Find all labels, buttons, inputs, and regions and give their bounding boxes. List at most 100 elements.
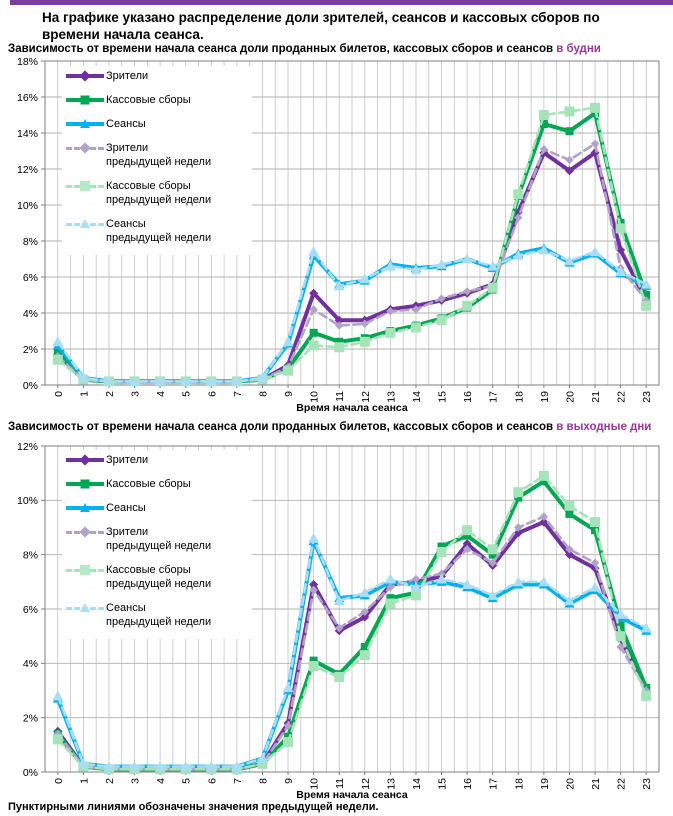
legend-item-boxoffice: Кассовые сборы bbox=[66, 477, 248, 491]
svg-text:21: 21 bbox=[590, 778, 602, 790]
svg-text:14: 14 bbox=[411, 778, 423, 790]
series-Сеансы предыдущей недели bbox=[52, 244, 652, 386]
weekday-chart-legend: Зрители Кассовые сборы Сеансы Зрители пре… bbox=[62, 66, 252, 255]
svg-text:1: 1 bbox=[78, 391, 90, 397]
svg-text:1: 1 bbox=[78, 778, 90, 784]
svg-text:13: 13 bbox=[385, 391, 397, 403]
weekend-chart-legend: Зрители Кассовые сборы Сеансы Зрители пре… bbox=[62, 450, 252, 639]
legend-label: Кассовые сборы предыдущей недели bbox=[106, 180, 212, 206]
svg-text:15: 15 bbox=[437, 778, 449, 790]
viewers-prev-line-icon bbox=[66, 525, 104, 538]
svg-text:8: 8 bbox=[257, 391, 269, 397]
weekend-chart: 0%2%4%6%8%10%12%0 1 2 3 4 5 6 7 8 9 10 11 12 13 14 15 16… bbox=[17, 441, 660, 801]
sessions-line-icon bbox=[66, 501, 104, 514]
svg-text:13: 13 bbox=[385, 778, 397, 790]
legend-label: Зрители предыдущей недели bbox=[106, 526, 212, 552]
svg-text:0: 0 bbox=[53, 391, 65, 397]
svg-text:12: 12 bbox=[360, 778, 372, 790]
svg-text:6%: 6% bbox=[23, 272, 38, 284]
svg-text:0%: 0% bbox=[23, 380, 38, 392]
svg-text:23: 23 bbox=[641, 391, 653, 403]
svg-text:21: 21 bbox=[590, 391, 602, 403]
svg-text:0%: 0% bbox=[23, 767, 38, 779]
legend-label: Кассовые сборы bbox=[106, 478, 191, 490]
legend-item-sessions: Сеансы bbox=[66, 501, 248, 515]
accent-top-bar bbox=[10, 0, 673, 5]
svg-text:11: 11 bbox=[334, 778, 346, 789]
svg-text:17: 17 bbox=[488, 778, 500, 790]
svg-text:8: 8 bbox=[257, 778, 269, 784]
svg-text:19: 19 bbox=[539, 778, 551, 790]
svg-text:Время начала сеанса: Время начала сеанса bbox=[296, 402, 408, 414]
boxoffice-line-icon bbox=[66, 477, 104, 490]
sessions-prev-line-icon bbox=[66, 217, 104, 230]
weekday-chart-title-accent: в будни bbox=[556, 43, 601, 55]
svg-text:18: 18 bbox=[513, 778, 525, 790]
svg-text:3: 3 bbox=[130, 391, 142, 397]
svg-text:6: 6 bbox=[206, 391, 218, 397]
svg-text:20: 20 bbox=[564, 391, 576, 403]
viewers-line-icon bbox=[66, 69, 104, 82]
svg-text:0: 0 bbox=[53, 778, 65, 784]
series-Сеансы предыдущей недели bbox=[52, 532, 652, 771]
legend-label: Сеансы предыдущей недели bbox=[106, 602, 212, 628]
svg-text:8%: 8% bbox=[23, 236, 38, 248]
svg-text:12: 12 bbox=[360, 391, 372, 403]
sessions-prev-line-icon bbox=[66, 601, 104, 614]
svg-text:22: 22 bbox=[616, 778, 628, 790]
weekend-chart-title-text: Зависимость от времени начала сеанса дол… bbox=[8, 421, 557, 433]
svg-text:18: 18 bbox=[513, 391, 525, 403]
svg-text:10%: 10% bbox=[17, 200, 38, 212]
svg-text:9: 9 bbox=[283, 391, 295, 397]
weekend-chart-title: Зависимость от времени начала сеанса дол… bbox=[8, 421, 651, 434]
svg-text:17: 17 bbox=[488, 391, 500, 403]
svg-text:14: 14 bbox=[411, 391, 423, 403]
svg-text:7: 7 bbox=[232, 778, 244, 784]
svg-text:20: 20 bbox=[564, 778, 576, 790]
weekday-chart-title: Зависимость от времени начала сеанса дол… bbox=[8, 43, 601, 56]
svg-text:12%: 12% bbox=[17, 164, 38, 176]
svg-text:2: 2 bbox=[104, 391, 116, 397]
viewers-line-icon bbox=[66, 453, 104, 466]
svg-text:7: 7 bbox=[232, 391, 244, 397]
boxoffice-line-icon bbox=[66, 93, 104, 106]
svg-text:Время начала сеанса: Время начала сеанса bbox=[296, 789, 408, 801]
legend-label: Кассовые сборы предыдущей недели bbox=[106, 564, 212, 590]
weekend-chart-title-accent: в выходные дни bbox=[556, 421, 652, 433]
svg-text:15: 15 bbox=[437, 391, 449, 403]
legend-label: Сеансы предыдущей недели bbox=[106, 218, 212, 244]
legend-label: Сеансы bbox=[106, 502, 146, 514]
svg-text:23: 23 bbox=[641, 778, 653, 790]
legend-item-boxoffice-prev: Кассовые сборы предыдущей недели bbox=[66, 563, 248, 591]
legend-item-viewers-prev: Зрители предыдущей недели bbox=[66, 525, 248, 553]
svg-text:2: 2 bbox=[104, 778, 116, 784]
boxoffice-prev-line-icon bbox=[66, 563, 104, 576]
legend-item-viewers: Зрители bbox=[66, 69, 248, 83]
legend-item-sessions-prev: Сеансы предыдущей недели bbox=[66, 601, 248, 629]
svg-text:14%: 14% bbox=[17, 128, 38, 140]
weekday-chart-title-text: Зависимость от времени начала сеанса дол… bbox=[8, 43, 557, 55]
footnote: Пунктирными линиями обозначены значения … bbox=[8, 801, 379, 813]
svg-text:10: 10 bbox=[309, 778, 321, 790]
svg-text:10: 10 bbox=[309, 391, 321, 403]
svg-text:19: 19 bbox=[539, 391, 551, 403]
boxoffice-prev-line-icon bbox=[66, 179, 104, 192]
legend-label: Зрители предыдущей недели bbox=[106, 142, 212, 168]
svg-text:18%: 18% bbox=[17, 56, 38, 68]
legend-item-viewers-prev: Зрители предыдущей недели bbox=[66, 141, 248, 169]
svg-text:8%: 8% bbox=[23, 549, 38, 561]
svg-text:2%: 2% bbox=[23, 344, 38, 356]
sessions-line-icon bbox=[66, 117, 104, 130]
svg-text:12%: 12% bbox=[17, 441, 38, 453]
svg-text:4: 4 bbox=[155, 391, 167, 397]
svg-text:2%: 2% bbox=[23, 712, 38, 724]
svg-text:16: 16 bbox=[462, 391, 474, 403]
viewers-prev-line-icon bbox=[66, 141, 104, 154]
legend-item-boxoffice: Кассовые сборы bbox=[66, 93, 248, 107]
svg-text:5: 5 bbox=[181, 391, 193, 397]
svg-text:5: 5 bbox=[181, 778, 193, 784]
legend-item-sessions: Сеансы bbox=[66, 117, 248, 131]
page-heading: На графике указано распределение доли зр… bbox=[42, 10, 600, 42]
legend-label: Сеансы bbox=[106, 118, 146, 130]
